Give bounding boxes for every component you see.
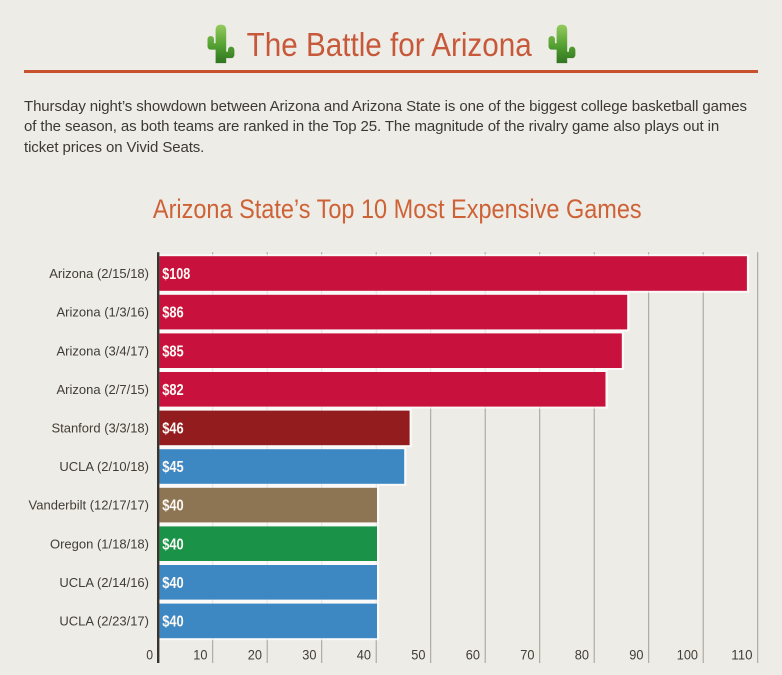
svg-text:0: 0 — [146, 647, 153, 663]
svg-text:50: 50 — [411, 647, 425, 663]
svg-text:20: 20 — [248, 647, 262, 663]
svg-text:$108: $108 — [162, 266, 190, 283]
svg-text:70: 70 — [520, 647, 534, 663]
svg-text:30: 30 — [302, 647, 316, 663]
svg-text:60: 60 — [466, 647, 480, 663]
svg-text:UCLA (2/14/16): UCLA (2/14/16) — [59, 575, 149, 590]
svg-text:110: 110 — [731, 647, 752, 663]
svg-text:$86: $86 — [162, 305, 184, 322]
svg-text:Arizona (1/3/16): Arizona (1/3/16) — [57, 305, 150, 320]
svg-text:$45: $45 — [162, 459, 184, 476]
svg-text:$40: $40 — [162, 575, 184, 592]
svg-text:UCLA (2/23/17): UCLA (2/23/17) — [59, 614, 149, 629]
svg-text:$40: $40 — [162, 498, 184, 515]
svg-text:Stanford (3/3/18): Stanford (3/3/18) — [51, 421, 149, 436]
svg-text:$40: $40 — [162, 614, 184, 631]
svg-text:Oregon (1/18/18): Oregon (1/18/18) — [50, 536, 149, 551]
svg-text:$82: $82 — [162, 382, 184, 399]
svg-text:$40: $40 — [162, 536, 184, 553]
svg-text:Arizona (3/4/17): Arizona (3/4/17) — [57, 343, 150, 358]
svg-text:Arizona (2/15/18): Arizona (2/15/18) — [49, 266, 149, 281]
svg-text:Vanderbilt (12/17/17): Vanderbilt (12/17/17) — [29, 498, 149, 513]
svg-text:UCLA (2/10/18): UCLA (2/10/18) — [59, 459, 149, 474]
svg-text:10: 10 — [193, 647, 207, 663]
svg-text:100: 100 — [677, 647, 698, 663]
svg-text:$46: $46 — [162, 421, 184, 438]
svg-text:40: 40 — [357, 647, 371, 663]
svg-text:Arizona (2/7/15): Arizona (2/7/15) — [57, 382, 150, 397]
svg-text:90: 90 — [629, 647, 643, 663]
svg-text:$85: $85 — [162, 343, 184, 360]
svg-text:80: 80 — [575, 647, 589, 663]
